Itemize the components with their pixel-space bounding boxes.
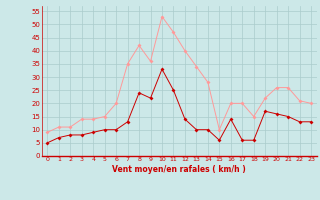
X-axis label: Vent moyen/en rafales ( km/h ): Vent moyen/en rafales ( km/h ) [112,165,246,174]
